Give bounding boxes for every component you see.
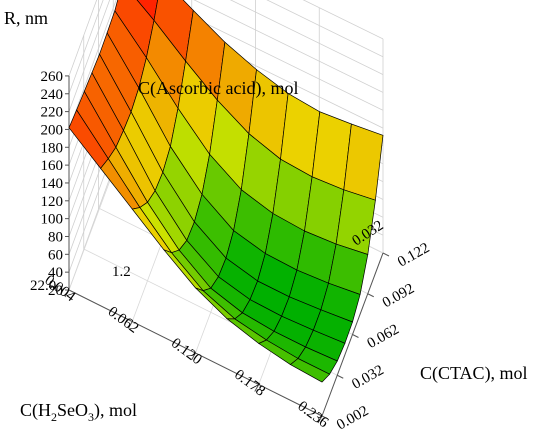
z-tick-label: 40 [48, 265, 63, 281]
z-tick-label: 100 [41, 212, 64, 228]
y-tick [352, 334, 359, 338]
z-axis-label: R, nm [4, 8, 48, 28]
chart-axes [64, 75, 390, 424]
z-tick-label: 220 [41, 105, 64, 121]
surface-mesh [68, 0, 384, 383]
surface-cell [289, 358, 331, 383]
floor-inner-label: 1.2 [112, 264, 131, 280]
x-axis-label-part-1: C(H [20, 400, 51, 421]
floor-corner-label: 22.0 [30, 278, 56, 294]
z-tick-label: 20 [48, 283, 63, 299]
z-tick-label: 160 [41, 158, 64, 174]
z-gridline [68, 0, 384, 130]
x-axis-label-sub-1: 2 [51, 410, 57, 424]
y-tick-label: 0.032 [349, 362, 386, 393]
z-tick-label: 180 [41, 140, 64, 156]
z-gridline [68, 0, 384, 94]
top-axis-label: C(Ascorbic acid), mol [138, 78, 298, 99]
chart-labels: R, nm C(Ascorbic acid), mol C(CTAC), mol… [4, 8, 528, 424]
x-axis-label: C(H2SeO3), mol [20, 400, 137, 424]
y-tick [321, 415, 329, 420]
x-tick-label: 0.236 [294, 398, 331, 431]
x-tick [317, 415, 323, 424]
z-tick-label: 140 [41, 176, 64, 192]
x-tick [64, 289, 70, 298]
x-tick [191, 352, 196, 361]
x-tick-label: 0.178 [231, 367, 268, 400]
x-tick-label: 0.062 [105, 304, 142, 337]
y-axis-label: C(CTAC), mol [420, 363, 528, 384]
x-axis-label-part-3: ), mol [94, 400, 137, 421]
z-tick-label: 80 [48, 229, 63, 245]
x-axis-label-sub-2: 3 [88, 410, 94, 424]
z-tick-label: 60 [48, 247, 63, 263]
x-tick [254, 384, 260, 392]
y-tick-label: 0.062 [365, 321, 402, 352]
y-tick [382, 252, 390, 257]
y-tick [337, 374, 344, 379]
y-tick-label: 0.092 [380, 281, 417, 312]
z-gridline [68, 0, 384, 112]
y-tick-label: 0.122 [395, 240, 432, 271]
z-tick-label: 260 [41, 69, 64, 85]
x-tick [127, 321, 133, 329]
z-tick-label: 240 [41, 87, 64, 103]
z-tick-label: 200 [41, 122, 64, 138]
z-gridline [68, 0, 384, 77]
x-axis-label-part-2: SeO [57, 400, 88, 420]
y-tick [367, 293, 374, 298]
y-tick-label: 0.002 [334, 403, 371, 434]
z-tick-label: 120 [41, 194, 64, 210]
x-tick-label: 0.120 [168, 335, 205, 368]
